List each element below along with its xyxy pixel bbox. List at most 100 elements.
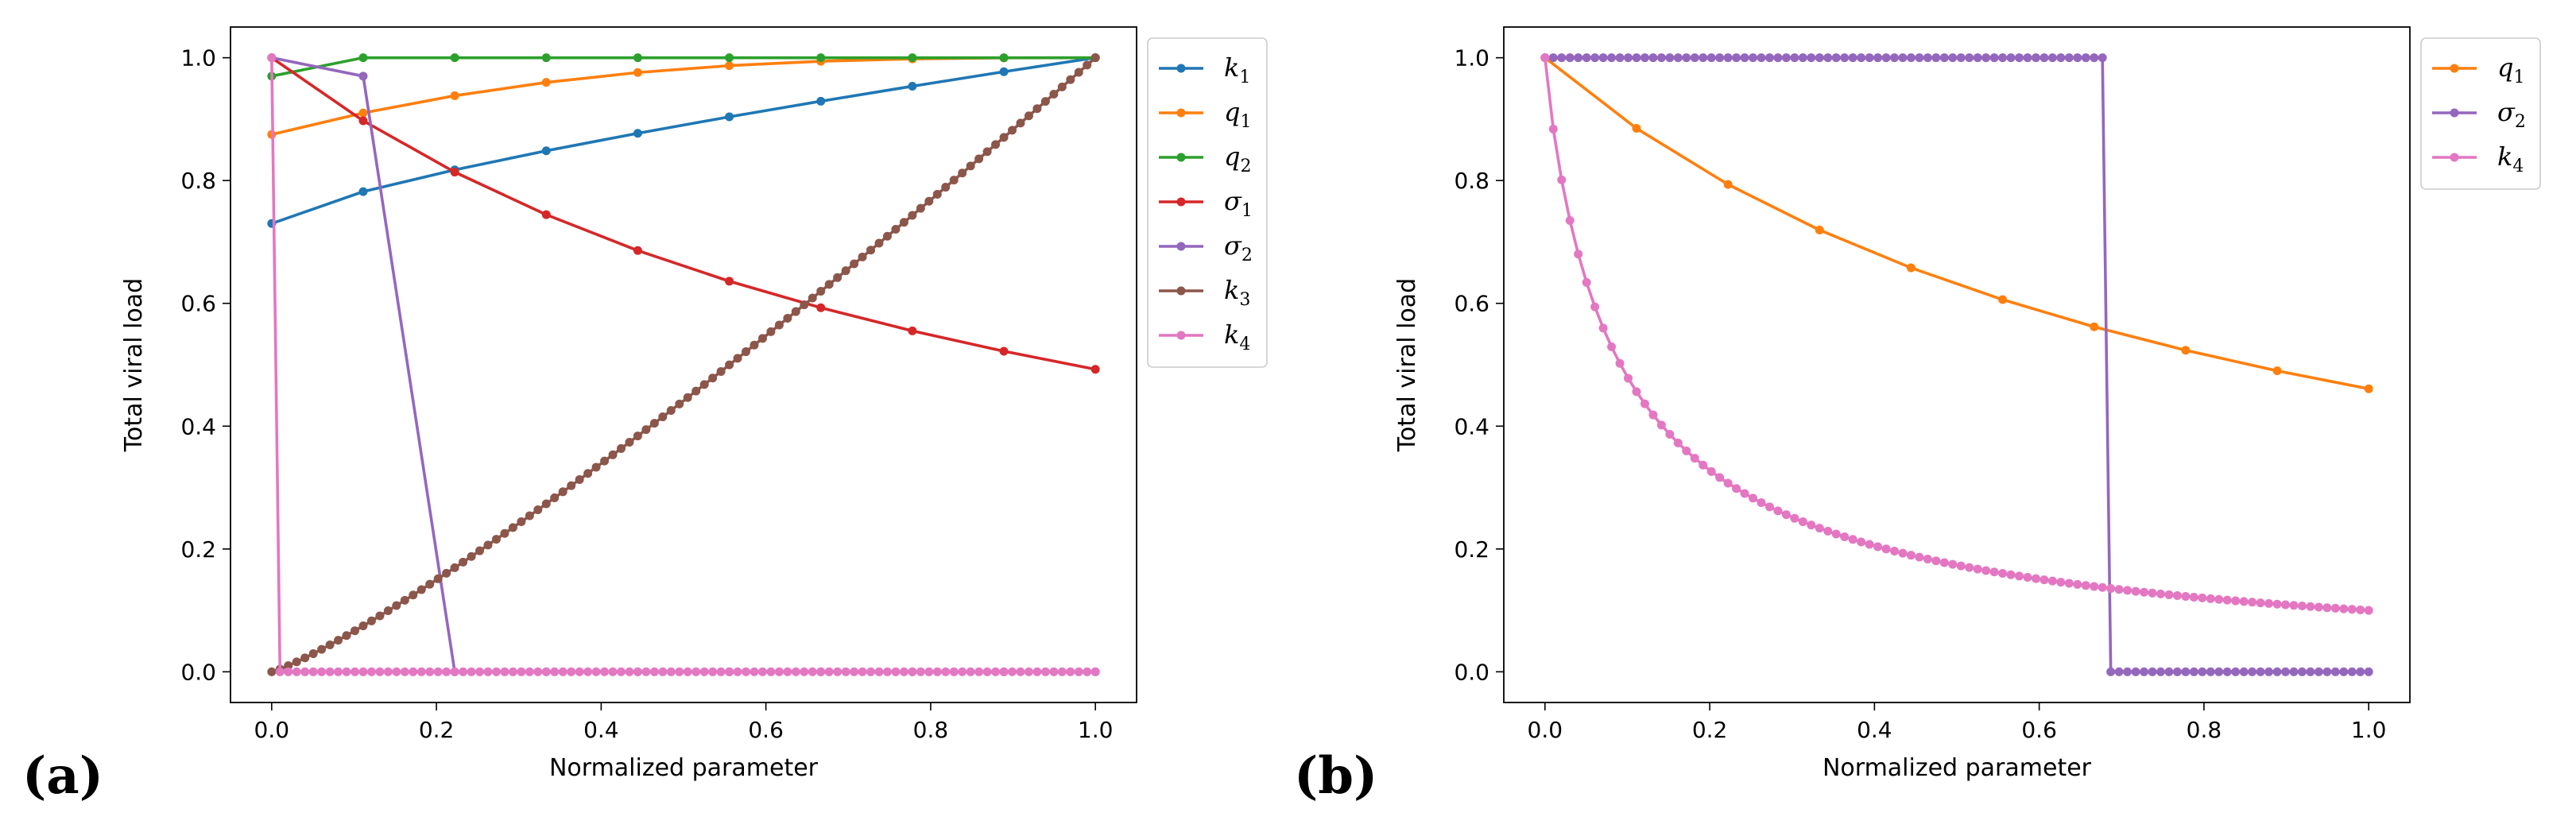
data-point-sigma1: [999, 346, 1009, 356]
data-point-q1: [725, 61, 734, 71]
data-point-sigma2: [1898, 53, 1908, 63]
data-point-sigma2: [1715, 53, 1725, 63]
data-point-sigma2: [2297, 667, 2307, 676]
data-point-sigma2: [1923, 53, 1932, 63]
data-point-k4: [858, 667, 867, 676]
data-point-k1: [908, 81, 917, 91]
data-point-k4: [1699, 460, 1708, 470]
legend-swatch-marker: [1176, 286, 1186, 296]
legend-item-k3: k3: [1159, 275, 1250, 310]
data-point-q1: [2090, 322, 2099, 331]
data-point-k4: [733, 667, 742, 676]
data-point-k4: [558, 667, 567, 676]
series-line-sigma1: [270, 56, 1096, 371]
data-point-k3: [742, 347, 751, 357]
legend-label-subscript: 2: [2515, 112, 2526, 132]
data-point-k3: [932, 189, 942, 199]
data-point-k4: [816, 667, 826, 676]
data-point-k4: [1648, 410, 1658, 420]
data-point-k4: [1764, 502, 1774, 512]
data-point-sigma2: [1682, 53, 1691, 63]
data-point-k3: [891, 225, 901, 234]
data-point-k4: [1066, 667, 1075, 676]
data-point-k4: [2164, 590, 2174, 599]
data-point-k4: [2181, 591, 2191, 601]
data-point-k1: [725, 112, 734, 122]
data-point-sigma2: [1831, 53, 1841, 63]
data-point-k3: [342, 631, 351, 641]
data-point-sigma2: [2222, 667, 2232, 676]
data-point-sigma2: [1915, 53, 1924, 63]
series-sigma2: [267, 53, 1100, 676]
data-point-sigma2: [2123, 667, 2132, 676]
data-point-k3: [708, 373, 718, 383]
data-point-k4: [649, 667, 659, 676]
data-point-k4: [783, 667, 792, 676]
data-point-k4: [1024, 667, 1033, 676]
data-point-sigma2: [2064, 53, 2074, 63]
data-point-q1: [1632, 124, 1641, 134]
data-point-k3: [757, 334, 767, 343]
data-point-k4: [1906, 551, 1916, 560]
data-point-k4: [533, 667, 543, 676]
data-point-k4: [2031, 574, 2040, 583]
data-point-k3: [1066, 75, 1075, 84]
data-point-k4: [2189, 592, 2198, 602]
data-point-k4: [1781, 510, 1791, 520]
data-point-sigma2: [2339, 667, 2349, 676]
data-point-k4: [1665, 430, 1675, 439]
data-point-k4: [608, 667, 618, 676]
data-point-sigma2: [2006, 53, 2016, 63]
data-point-sigma2: [2264, 667, 2274, 676]
data-point-sigma2: [2148, 667, 2157, 676]
data-point-k3: [1057, 82, 1067, 91]
data-point-k3: [1083, 60, 1092, 70]
data-point-k4: [1732, 484, 1741, 493]
data-point-k4: [882, 667, 892, 676]
data-point-sigma2: [2015, 53, 2024, 63]
data-point-k3: [949, 176, 959, 185]
data-point-k3: [982, 147, 992, 157]
data-point-k4: [908, 667, 917, 676]
data-point-k3: [666, 405, 676, 415]
data-point-sigma2: [1939, 53, 1949, 63]
data-point-k4: [2015, 571, 2024, 581]
data-point-sigma2: [2090, 53, 2099, 63]
data-point-sigma2: [1956, 53, 1966, 63]
data-point-sigma2: [1781, 53, 1791, 63]
data-point-k4: [2330, 603, 2340, 613]
data-point-k1: [999, 67, 1009, 76]
data-point-k4: [508, 667, 517, 676]
y-tick-label: 0.0: [180, 659, 216, 685]
data-point-q2: [450, 53, 459, 63]
data-point-sigma2: [1857, 53, 1866, 63]
data-point-k4: [525, 667, 534, 676]
y-tick-label: 0.4: [1454, 413, 1489, 439]
data-point-sigma2: [1656, 53, 1666, 63]
data-point-sigma2: [2231, 667, 2241, 676]
data-point-k3: [1040, 97, 1050, 106]
data-point-k3: [850, 259, 859, 269]
data-point-k4: [2198, 593, 2207, 602]
data-point-k3: [991, 140, 1001, 149]
data-point-k3: [351, 626, 359, 636]
data-point-sigma2: [1665, 53, 1675, 63]
data-point-k4: [658, 667, 668, 676]
legend-swatch-marker: [1176, 242, 1186, 251]
data-point-sigma2: [2181, 667, 2191, 676]
data-point-k4: [1624, 373, 1633, 383]
data-point-k4: [2090, 582, 2099, 591]
data-point-sigma2: [2198, 667, 2207, 676]
series-k4: [1540, 53, 2373, 615]
data-point-sigma2: [1973, 53, 1982, 63]
data-point-k4: [2206, 594, 2215, 603]
data-point-sigma2: [2256, 667, 2265, 676]
data-point-k4: [1915, 552, 1924, 562]
data-point-k4: [1948, 559, 1958, 569]
data-point-q1: [541, 78, 551, 87]
data-point-k4: [1865, 540, 1874, 549]
series-line-k1: [271, 56, 1096, 225]
data-point-sigma2: [1981, 53, 1991, 63]
data-point-k4: [342, 667, 351, 676]
